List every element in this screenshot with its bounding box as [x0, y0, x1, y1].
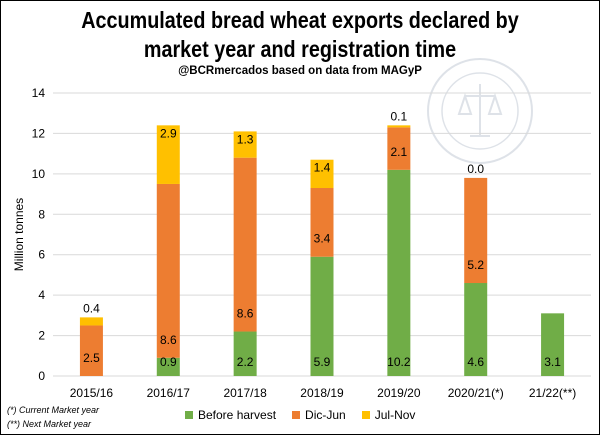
data-label: 5.9 — [314, 355, 331, 369]
x-tick-label: 2015/16 — [70, 386, 114, 400]
data-label: 0.4 — [83, 301, 100, 315]
data-label: 2.2 — [237, 355, 254, 369]
footnote-current-year: (*) Current Market year — [7, 405, 100, 415]
bar-segment — [387, 125, 411, 128]
bcr-seal-watermark — [427, 58, 533, 164]
y-tick-label: 8 — [38, 207, 45, 221]
y-axis-label: Million tonnes — [12, 198, 26, 271]
data-label: 3.1 — [544, 355, 561, 369]
legend-label-dic-jun: Dic-Jun — [305, 408, 346, 422]
x-tick-label: 2020/21(*) — [448, 386, 504, 400]
data-label: 0.0 — [467, 162, 484, 176]
bar-segment — [156, 183, 180, 358]
legend-swatch-before-harvest — [185, 411, 193, 419]
legend-label-jul-nov: Jul-Nov — [374, 408, 416, 422]
data-label: 8.6 — [237, 307, 254, 321]
bar-segment — [156, 125, 180, 184]
x-tick-label: 2016/17 — [147, 386, 191, 400]
data-label: 3.4 — [314, 232, 331, 246]
data-label: 4.6 — [467, 355, 484, 369]
bar-segment — [387, 169, 411, 376]
y-tick-label: 2 — [38, 329, 45, 343]
bar-segment — [310, 159, 334, 189]
bar-segment — [233, 157, 257, 332]
legend-swatch-jul-nov — [361, 411, 370, 419]
legend-item-jul-nov: Jul-Nov — [361, 408, 416, 422]
footnote-next-year: (**) Next Market year — [7, 419, 92, 429]
y-tick-label: 10 — [32, 167, 46, 181]
data-label: 1.4 — [314, 161, 331, 175]
y-tick-label: 6 — [38, 248, 45, 262]
bar-segment — [156, 357, 180, 376]
bar-segment — [233, 331, 257, 376]
data-label: 2.1 — [391, 145, 408, 159]
bar-segment — [233, 131, 257, 158]
data-label: 1.3 — [237, 132, 254, 146]
y-tick-label: 4 — [38, 288, 45, 302]
x-tick-label: 2017/18 — [223, 386, 267, 400]
bar-segment — [464, 283, 488, 376]
data-label: 2.5 — [83, 351, 100, 365]
bar-segment — [79, 325, 103, 376]
bar-segment — [464, 177, 488, 284]
bar-segment — [310, 256, 334, 376]
bar-segment — [310, 188, 334, 257]
bar-segment — [387, 127, 411, 170]
y-tick-label: 14 — [32, 86, 46, 100]
data-label: 5.2 — [467, 258, 484, 272]
data-label: 8.6 — [160, 333, 177, 347]
legend-label-before-harvest: Before harvest — [198, 408, 277, 422]
data-label: 0.1 — [391, 109, 408, 123]
legend-item-before-harvest: Before harvest — [185, 408, 276, 422]
legend-item-dic-jun: Dic-Jun — [292, 408, 346, 422]
chart-legend: Before harvest Dic-Jun Jul-Nov — [185, 408, 415, 422]
x-tick-label: 2019/20 — [377, 386, 421, 400]
bar-segment — [79, 317, 103, 326]
chart-title-line1: Accumulated bread wheat exports declared… — [81, 7, 519, 33]
y-tick-label: 0 — [38, 369, 45, 383]
data-label: 10.2 — [387, 355, 411, 369]
chart-subtitle: @BCRmercados based on data from MAGyP — [178, 65, 422, 77]
x-tick-label: 2018/19 — [300, 386, 344, 400]
y-tick-label: 12 — [32, 126, 46, 140]
chart-title-line2: market year and registration time — [143, 36, 457, 62]
legend-swatch-dic-jun — [292, 411, 301, 419]
data-label: 2.9 — [160, 126, 177, 140]
x-tick-label: 21/22(**) — [529, 386, 576, 400]
data-label: 0.9 — [160, 355, 177, 369]
bar-segment — [541, 313, 565, 376]
